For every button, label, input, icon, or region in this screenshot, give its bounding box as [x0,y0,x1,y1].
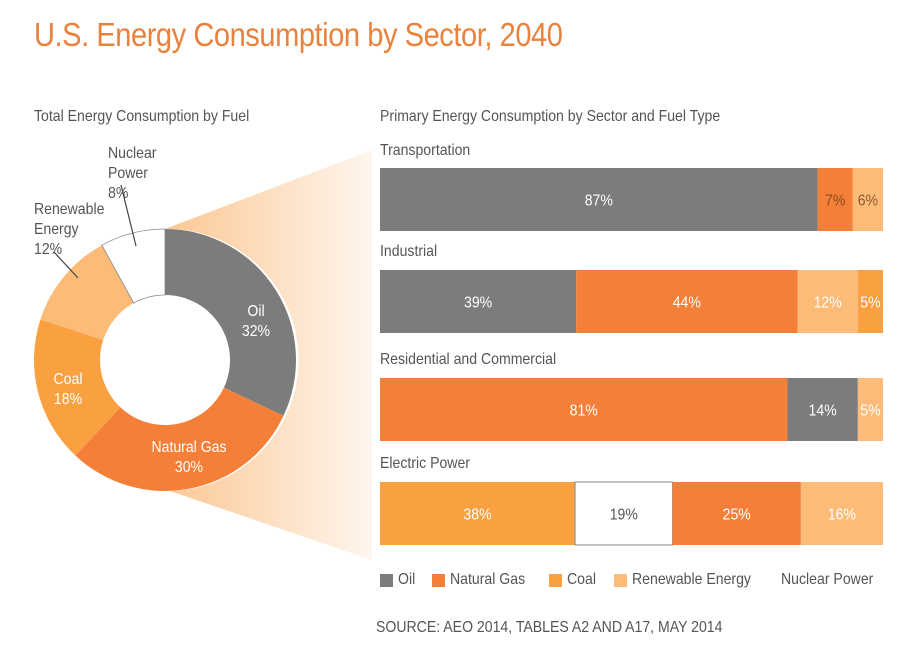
legend-item-renewable-energy: Renewable Energy [613,571,767,589]
bar-segment-oil [380,270,577,333]
bar-value-label: 7% [825,192,845,210]
bar-segment-coal [380,482,576,545]
bar-value-label: 38% [463,506,491,524]
sector-label-transportation: Transportation [380,142,471,159]
bar-value-label: 87% [585,192,613,210]
legend-label: Oil [398,571,416,588]
legend-item-nuclear-power: Nuclear Power [781,571,886,589]
bar-value-label: 12% [814,294,842,312]
sector-label-industrial: Industrial [380,243,438,260]
legend-label: Coal [566,571,596,588]
bar-industrial: 39% 44% 12% 5% [380,270,883,333]
bar-value-label: 5% [860,402,880,420]
bar-value-label: 25% [723,506,751,524]
donut-label-nuclear-power: Nuclear Power 8% [108,144,156,202]
bar-segment-oil [787,378,858,441]
bar-segment-natural-gas [380,378,788,441]
bar-segment-renewable-energy [857,378,883,441]
legend-label: Natural Gas [449,571,525,588]
bar-segment-renewable-energy [797,270,858,333]
bar-segment-renewable-energy [800,482,883,545]
page-title: U.S. Energy Consumption by Sector, 2040 [34,16,563,53]
bar-value-label: 81% [570,402,598,420]
bar-electric-power: 38% 19% 25% 16% [380,481,883,546]
bar-chart-title: Primary Energy Consumption by Sector and… [380,108,721,125]
legend-item-natural-gas: Natural Gas [431,571,535,589]
donut-label-oil: Oil 32% [242,302,270,340]
bar-segment-oil [380,168,818,231]
bar-segment-natural-gas [576,270,798,333]
bar-segment-nuclear-power [574,481,674,546]
donut-slice-oil [165,229,296,416]
legend-swatch-natural-gas [431,573,445,587]
callout-wedge [165,150,372,560]
bar-value-label: 39% [464,294,492,312]
legend-swatch-coal [548,573,562,587]
bar-segment-coal [857,270,883,333]
bar-segment-natural-gas [817,168,853,231]
donut-label-coal: Coal 18% [54,370,83,408]
sector-label-residential-commercial: Residential and Commercial [380,351,557,368]
bar-transportation: 87% 7% 6% [380,168,883,231]
legend-label: Renewable Energy [631,571,751,588]
donut-chart-title: Total Energy Consumption by Fuel [34,108,250,125]
bar-value-label: 6% [858,192,878,210]
legend-swatch-renewable [613,573,627,587]
bar-value-label: 19% [610,506,638,524]
donut-label-renewable-energy: Renewable Energy 12% [34,200,104,258]
stacked-bar-chart: 87% 7% 6% 39% 44% 12% 5% 81% 14% 5% 38% 19% 25% 16% [380,168,883,546]
legend: Oil Natural Gas Coal Renewable Energy Nu… [380,571,900,589]
bar-residential-and-commercial: 81% 14% 5% [380,378,883,441]
bar-segment-natural-gas [672,482,801,545]
bar-value-label: 44% [673,294,701,312]
legend-swatch-oil [380,573,393,587]
donut-slice-nuclear-power [101,228,166,304]
donut-slice-renewable-energy [40,245,134,340]
donut-label-natural-gas: Natural Gas 30% [151,438,226,476]
sector-label-electric-power: Electric Power [380,455,470,472]
bar-value-label: 14% [809,402,837,420]
donut-slice-natural-gas [75,387,284,491]
leader-line-nuclear-power [120,184,137,247]
leader-line-renewable-energy [53,251,79,279]
donut-slice-coal [33,319,121,456]
bar-segment-renewable-energy [852,168,883,231]
legend-label: Nuclear Power [781,571,874,588]
legend-item-coal: Coal [548,571,600,589]
legend-item-oil: Oil [380,571,418,589]
bar-value-label: 16% [828,506,856,524]
bar-value-label: 5% [860,294,880,312]
source-note: SOURCE: AEO 2014, TABLES A2 AND A17, MAY… [376,619,723,636]
donut-chart: Oil 32% Natural Gas 30% Coal 18% Renewable Ener… [33,144,296,491]
